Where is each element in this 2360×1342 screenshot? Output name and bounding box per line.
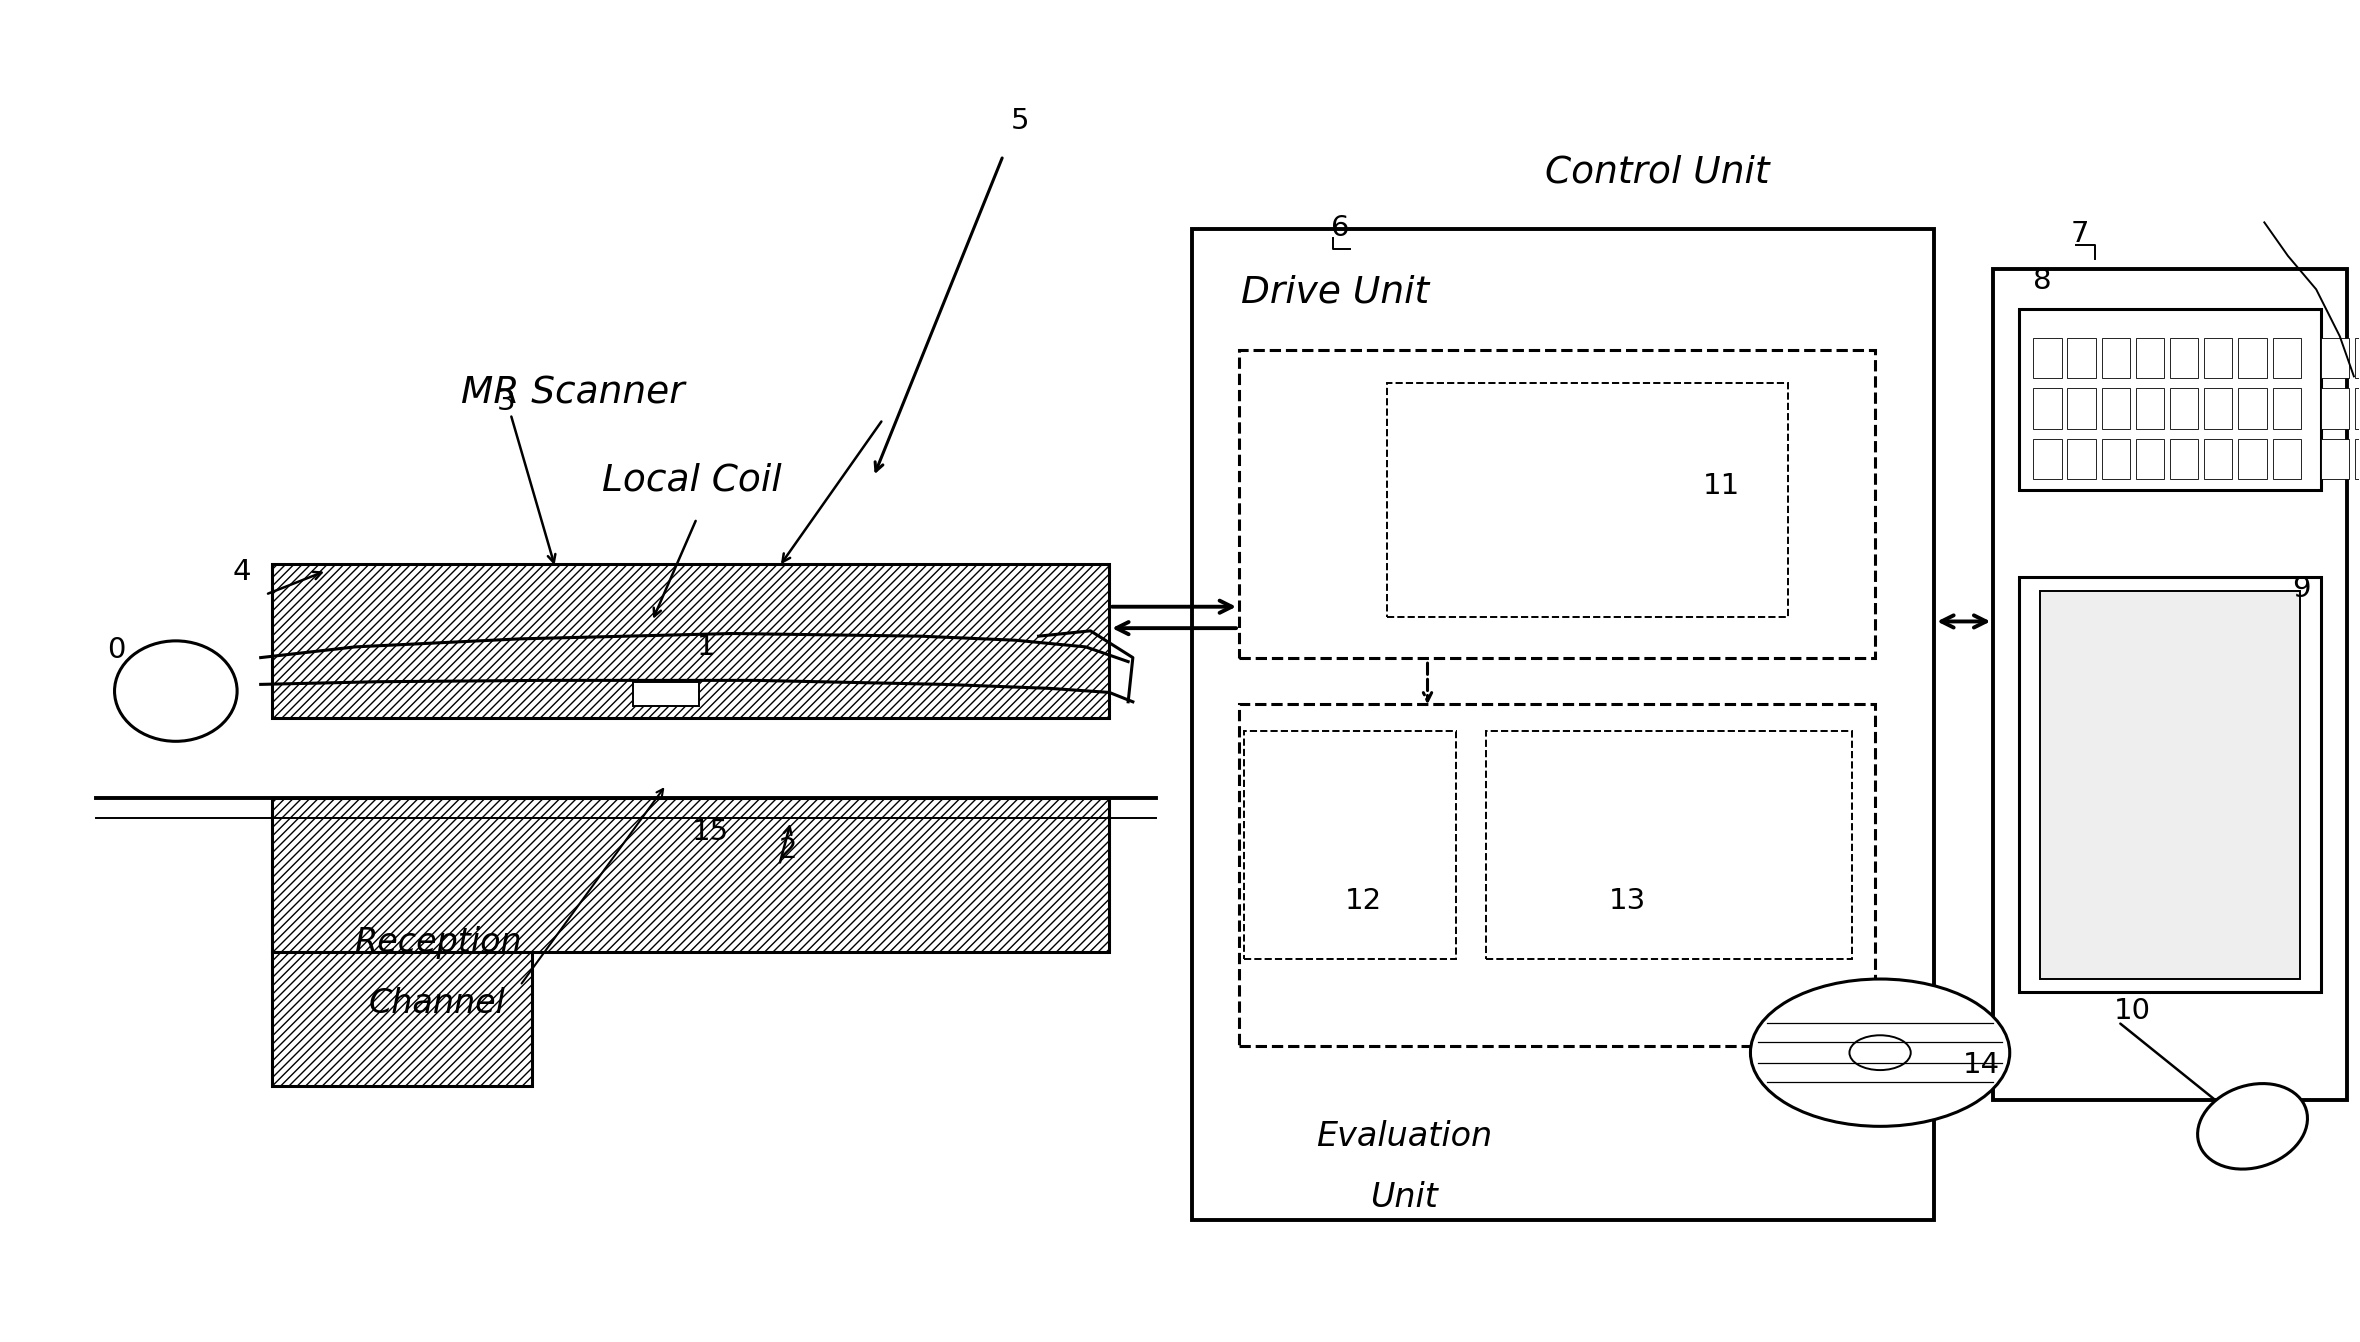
- Text: Control Unit: Control Unit: [1546, 154, 1770, 191]
- Bar: [2171, 388, 2197, 428]
- Ellipse shape: [2197, 1083, 2308, 1169]
- Bar: [2171, 439, 2197, 479]
- Bar: [2020, 577, 2320, 993]
- Bar: [2237, 338, 2266, 377]
- Text: 4: 4: [231, 558, 250, 586]
- Text: Reception: Reception: [354, 926, 522, 960]
- Bar: [2355, 439, 2360, 479]
- Text: 5: 5: [1010, 106, 1029, 134]
- Text: 12: 12: [1345, 887, 1383, 915]
- Text: 13: 13: [1610, 887, 1647, 915]
- Bar: [2273, 338, 2301, 377]
- Text: 14: 14: [1964, 1051, 1999, 1079]
- Text: Evaluation: Evaluation: [1317, 1121, 1492, 1153]
- Bar: [2320, 388, 2348, 428]
- Text: 1: 1: [696, 633, 715, 660]
- Text: 6: 6: [1331, 213, 1350, 242]
- Text: 3: 3: [496, 388, 514, 416]
- Circle shape: [1850, 1035, 1912, 1070]
- Bar: [1244, 731, 1456, 960]
- Bar: [271, 798, 1109, 953]
- Bar: [2237, 388, 2266, 428]
- Bar: [271, 953, 531, 1086]
- Text: 2: 2: [779, 836, 798, 864]
- Bar: [2136, 338, 2164, 377]
- Bar: [1487, 731, 1853, 960]
- Bar: [2020, 310, 2320, 490]
- Bar: [271, 564, 1109, 718]
- Bar: [2171, 338, 2197, 377]
- Text: 9: 9: [2292, 576, 2310, 604]
- Bar: [2041, 590, 2299, 980]
- Bar: [1192, 229, 1935, 1220]
- Text: Drive Unit: Drive Unit: [1241, 275, 1430, 311]
- Bar: [2103, 439, 2131, 479]
- Bar: [2204, 338, 2233, 377]
- Ellipse shape: [116, 641, 236, 741]
- Bar: [2034, 388, 2063, 428]
- Bar: [1388, 382, 1789, 617]
- Text: 15: 15: [691, 817, 729, 845]
- Bar: [2034, 338, 2063, 377]
- Text: MR Scanner: MR Scanner: [460, 376, 684, 411]
- Text: Unit: Unit: [1371, 1181, 1437, 1213]
- Bar: [2237, 439, 2266, 479]
- Bar: [2320, 439, 2348, 479]
- Text: Channel: Channel: [368, 986, 505, 1020]
- Bar: [2136, 439, 2164, 479]
- Text: 11: 11: [1704, 472, 1742, 501]
- Bar: [632, 682, 699, 706]
- Bar: [2067, 439, 2096, 479]
- Bar: [2103, 338, 2131, 377]
- Bar: [2034, 439, 2063, 479]
- Text: Local Coil: Local Coil: [602, 462, 781, 498]
- Bar: [2355, 388, 2360, 428]
- Bar: [2273, 388, 2301, 428]
- Text: 7: 7: [2072, 220, 2089, 248]
- Bar: [1994, 270, 2346, 1099]
- Bar: [2204, 388, 2233, 428]
- Circle shape: [1751, 980, 2011, 1126]
- Bar: [2067, 338, 2096, 377]
- Bar: [2320, 338, 2348, 377]
- Bar: [1239, 705, 1876, 1045]
- Bar: [1239, 349, 1876, 658]
- Text: 8: 8: [2034, 267, 2051, 295]
- Bar: [2103, 388, 2131, 428]
- Bar: [2067, 388, 2096, 428]
- Bar: [2204, 439, 2233, 479]
- Bar: [2273, 439, 2301, 479]
- Bar: [2355, 338, 2360, 377]
- Text: 10: 10: [2115, 997, 2150, 1025]
- Bar: [2136, 388, 2164, 428]
- Text: 0: 0: [109, 636, 125, 663]
